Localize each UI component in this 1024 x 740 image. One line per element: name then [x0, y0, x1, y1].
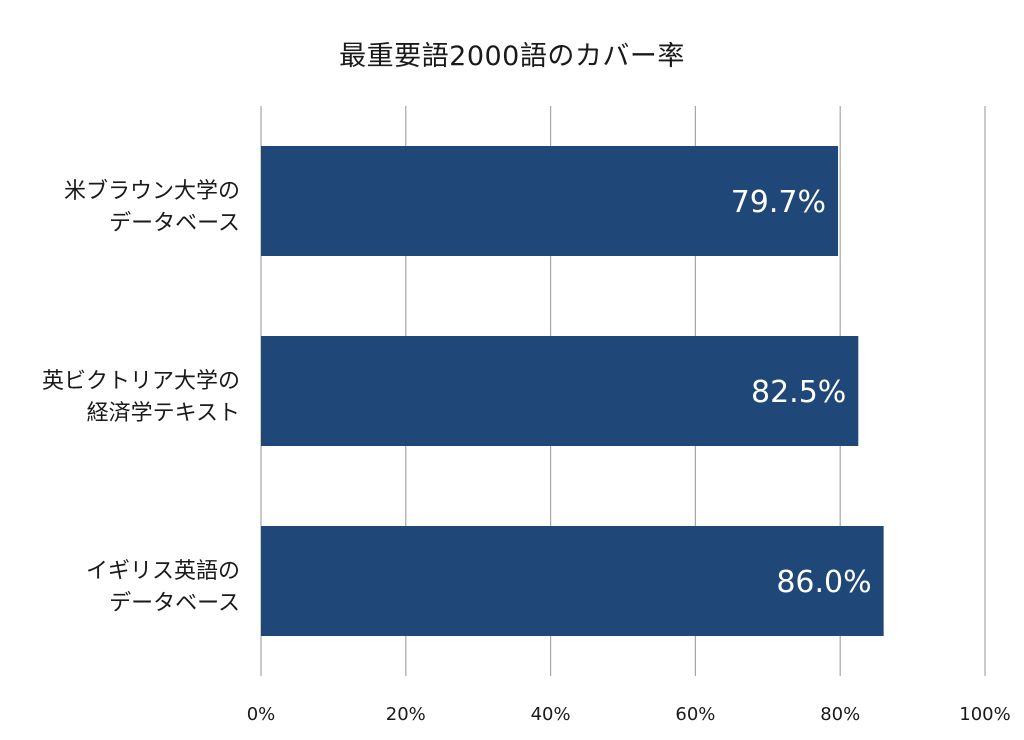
category-label-line: 経済学テキスト: [87, 401, 240, 426]
x-tick-label: 80%: [820, 704, 860, 725]
category-label: 米ブラウン大学のデータベース: [64, 179, 240, 236]
x-tick-label: 20%: [386, 704, 426, 725]
x-tick-label: 0%: [247, 704, 276, 725]
data-label: 86.0%: [776, 565, 871, 600]
category-label-line: イギリス英語の: [86, 559, 240, 584]
category-label-line: 英ビクトリア大学の: [42, 369, 240, 394]
bar: [261, 146, 839, 256]
chart-title: 最重要語2000語のカバー率: [339, 41, 685, 72]
x-tick-label: 100%: [959, 704, 1010, 725]
category-label: イギリス英語のデータベース: [86, 559, 240, 616]
data-label: 82.5%: [751, 375, 846, 410]
category-label-line: 米ブラウン大学の: [64, 179, 240, 204]
category-label-line: データベース: [109, 211, 240, 236]
category-label: 英ビクトリア大学の経済学テキスト: [42, 369, 240, 426]
data-label: 79.7%: [731, 185, 826, 220]
bar: [261, 336, 859, 446]
x-tick-label: 60%: [675, 704, 715, 725]
bar: [261, 526, 884, 636]
x-tick-label: 40%: [531, 704, 571, 725]
category-label-line: データベース: [109, 591, 240, 616]
